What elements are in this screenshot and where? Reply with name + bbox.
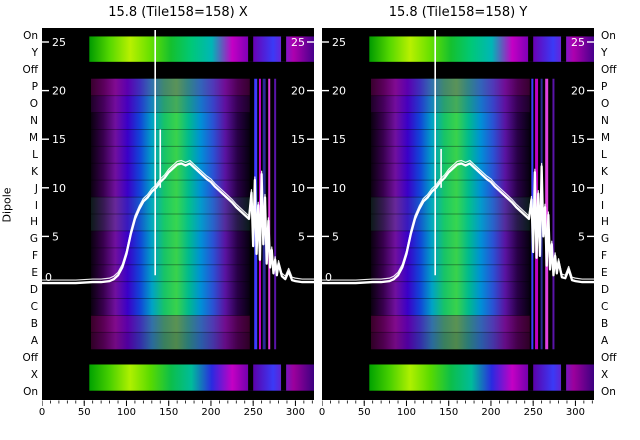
svg-text:20: 20 (291, 85, 305, 98)
dipole-label-right: D (601, 284, 610, 297)
dipole-label-left: D (29, 284, 38, 297)
svg-text:15: 15 (332, 133, 346, 146)
svg-text:25: 25 (571, 36, 585, 49)
x-tick-label: 50 (357, 407, 371, 418)
svg-text:5: 5 (298, 230, 305, 243)
dipole-label-left: P (31, 81, 38, 94)
dipole-label-left: E (31, 267, 38, 280)
svg-text:25: 25 (291, 36, 305, 49)
dipole-label-left: X (30, 368, 38, 381)
dipole-label-left: O (29, 98, 38, 111)
dipole-label-left: Y (31, 47, 38, 60)
dipole-label-left: M (28, 131, 38, 144)
dipole-label-left: L (32, 148, 38, 161)
x-tick-label: 100 (116, 407, 137, 418)
dipole-label-left: J (34, 182, 38, 195)
x-tick-label: 0 (318, 407, 326, 418)
dipole-label-left: Off (22, 64, 39, 77)
dipole-label-right: A (601, 334, 609, 347)
dipole-label-right: On (601, 30, 616, 43)
svg-text:20: 20 (332, 85, 346, 98)
dipole-label-left: G (29, 233, 38, 246)
x-tick-label: 200 (481, 407, 501, 418)
dipole-label-right: Y (601, 47, 608, 60)
dipole-label-right: L (601, 148, 607, 161)
dipole-label-right: I (601, 199, 605, 212)
x-tick-label: 150 (439, 407, 459, 418)
dipole-label-left: H (30, 216, 38, 229)
dipole-label-right: B (601, 317, 609, 330)
x-tick-label: 300 (285, 407, 305, 418)
dipole-label-right: N (601, 115, 609, 127)
y-axis-label: Dipole (0, 187, 14, 223)
dipole-label-left: N (30, 115, 38, 127)
heatmap-plot-x: 25 25 20 20 15 15 10 10 5 5 0 (42, 28, 314, 406)
plot-title-y: 15.8 (Tile158=158) Y (388, 5, 528, 20)
dipole-label-right: G (601, 233, 610, 246)
svg-text:15: 15 (52, 133, 66, 146)
svg-text:25: 25 (52, 36, 66, 49)
dipole-label-right: C (601, 301, 609, 313)
svg-text:5: 5 (52, 230, 59, 243)
svg-text:20: 20 (52, 85, 66, 98)
plot-title-x: 15.8 (Tile158=158) X (108, 5, 248, 20)
dipole-label-right: O (601, 98, 610, 111)
dipole-label-right: Off (601, 64, 617, 77)
svg-text:15: 15 (571, 133, 585, 146)
svg-text:20: 20 (571, 85, 585, 98)
dipole-label-right: E (601, 267, 608, 280)
dipole-label-left: A (30, 334, 38, 347)
x-tick-label: 250 (523, 407, 543, 418)
svg-text:0: 0 (325, 271, 332, 284)
x-tick-label: 100 (396, 407, 417, 418)
x-tick-label: 150 (159, 407, 179, 418)
dipole-label-left: Off (22, 351, 39, 364)
dipole-label-left: K (31, 165, 38, 178)
svg-text:10: 10 (332, 182, 346, 195)
svg-text:10: 10 (291, 182, 305, 195)
dipole-label-left: C (30, 301, 38, 313)
svg-text:25: 25 (332, 36, 346, 49)
dipole-label-left: F (31, 250, 38, 263)
dipole-label-right: H (601, 216, 609, 229)
dipole-label-right: J (601, 182, 605, 195)
svg-text:15: 15 (291, 133, 305, 146)
heatmap-plot-y: 25 25 20 20 15 15 10 10 5 5 0 (322, 28, 594, 406)
x-tick-label: 300 (565, 407, 585, 418)
dipole-label-right: X (601, 368, 609, 381)
dipole-label-right: M (601, 131, 611, 144)
x-tick-label: 200 (201, 407, 221, 418)
dipole-label-left: On (23, 30, 38, 43)
svg-text:0: 0 (45, 271, 52, 284)
svg-text:10: 10 (571, 182, 585, 195)
dipole-label-right: On (601, 385, 616, 398)
svg-text:5: 5 (578, 230, 585, 243)
dipole-label-left: On (23, 385, 38, 398)
x-tick-label: 50 (77, 407, 91, 418)
x-tick-label: 250 (243, 407, 263, 418)
dipole-label-right: P (601, 81, 608, 94)
svg-text:5: 5 (332, 230, 339, 243)
dipole-label-left: I (34, 199, 38, 212)
dipole-label-right: F (601, 250, 608, 263)
dipole-label-left: B (30, 317, 38, 330)
dipole-label-right: Off (601, 351, 617, 364)
svg-text:10: 10 (52, 182, 66, 195)
x-tick-label: 0 (38, 407, 46, 418)
dipole-label-right: K (601, 165, 608, 178)
